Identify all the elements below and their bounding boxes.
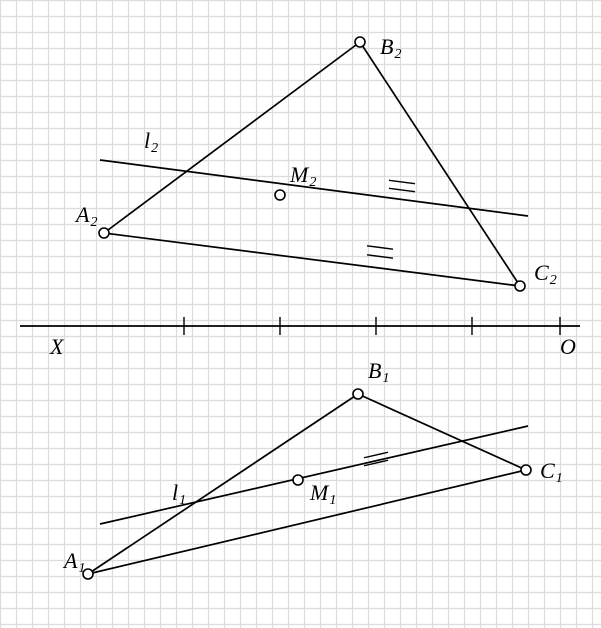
top-point-A2 [99,228,109,238]
bottom-point-M1 [293,475,303,485]
axis-label-o: O [560,334,576,359]
bottom-point-C1 [521,465,531,475]
top-point-B2 [355,37,365,47]
top-point-C2 [515,281,525,291]
axis-label-x: X [49,334,65,359]
bottom-point-B1 [353,389,363,399]
canvas-bg [0,0,601,628]
top-point-M2 [275,190,285,200]
